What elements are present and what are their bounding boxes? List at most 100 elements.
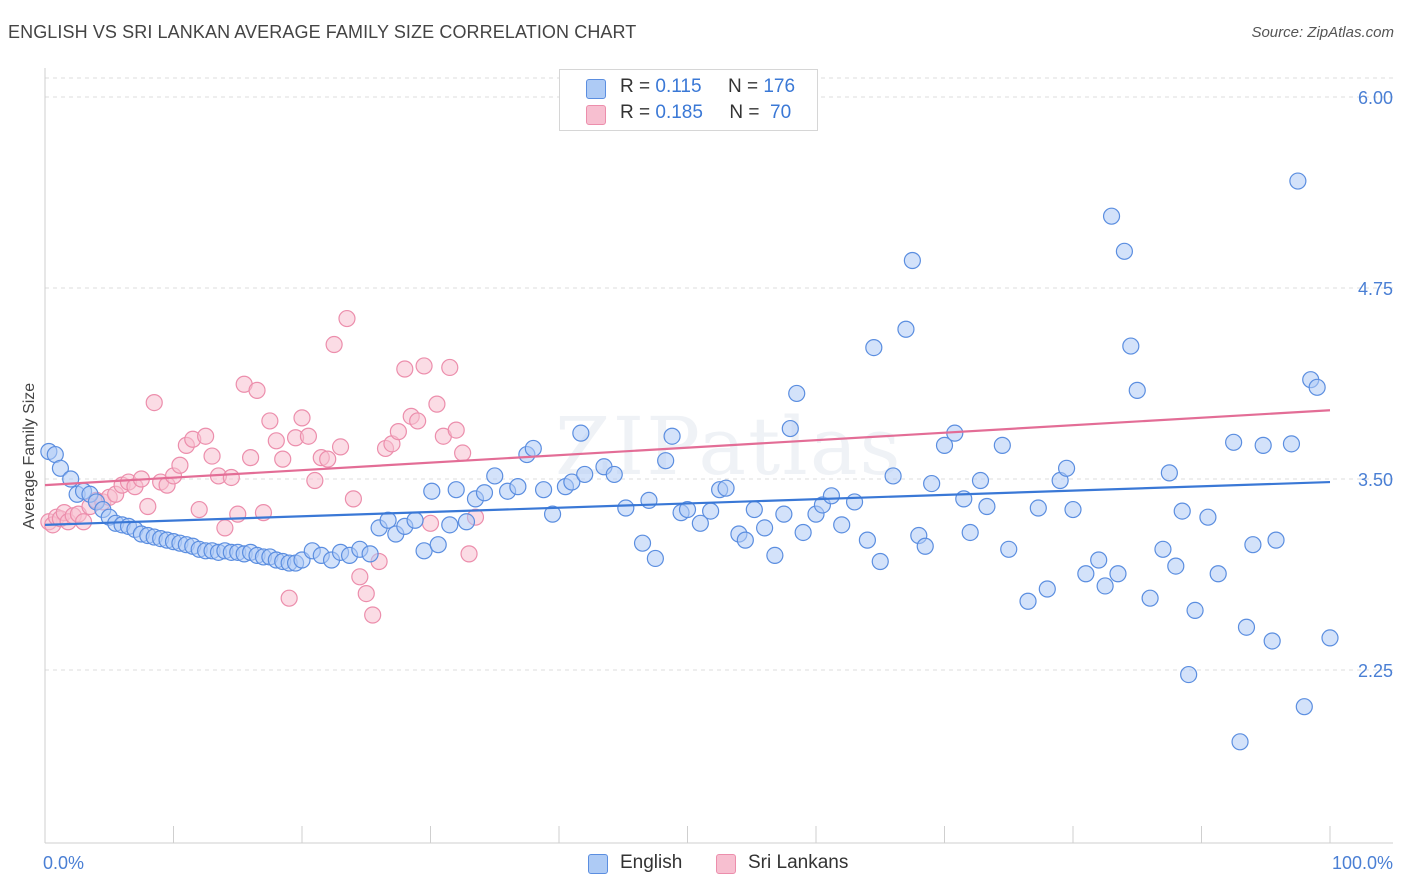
english-point [1186, 601, 1204, 620]
english-point [745, 500, 763, 519]
y-tick-label: 3.50 [1358, 470, 1393, 490]
sri-lankan-point [229, 505, 247, 523]
english-point [457, 513, 476, 531]
sri-lankan-points [40, 309, 485, 624]
english-point [1267, 531, 1285, 549]
y-tick-label: 6.00 [1358, 88, 1393, 108]
english-point [845, 493, 864, 511]
sri-lankan-point [242, 449, 260, 467]
english-point [884, 467, 902, 485]
english-point [475, 484, 494, 502]
sri-lankan-point [325, 335, 343, 354]
sri-lankans-swatch [716, 854, 736, 874]
english-point [916, 537, 934, 555]
english-point [447, 481, 465, 499]
sri-lankan-point [274, 450, 292, 468]
english-point [961, 523, 979, 542]
english-point [1237, 618, 1256, 636]
chart-title: ENGLISH VS SRI LANKAN AVERAGE FAMILY SIZ… [8, 22, 637, 42]
english-point [1096, 577, 1114, 595]
english-point [1064, 500, 1082, 519]
sri-lankan-point [280, 589, 298, 607]
sri-lankan-point [306, 471, 324, 490]
english-point [1090, 551, 1108, 569]
english-point [1173, 502, 1191, 520]
english-point [423, 482, 441, 500]
english-swatch [588, 854, 608, 874]
sri-lankan-point [351, 568, 369, 586]
english-point [833, 516, 851, 534]
english-point [678, 500, 697, 519]
source-label: Source: ZipAtlas.com [1251, 24, 1394, 41]
english-point [1254, 436, 1272, 454]
english-point [691, 514, 709, 532]
english-point [633, 534, 652, 552]
sri-lankan-point [331, 438, 350, 456]
english-point [1057, 459, 1076, 477]
sri-lankan-point [197, 427, 215, 445]
english-point [736, 531, 754, 549]
english-point [415, 542, 433, 560]
y-tick-label: 4.75 [1358, 279, 1393, 299]
sri-lankan-point [421, 514, 440, 532]
sri-lankan-point [441, 358, 459, 377]
sri-lankan-point [319, 450, 337, 468]
english-point [978, 497, 996, 516]
english-point [1295, 698, 1313, 716]
english-point [775, 505, 793, 523]
english-point [524, 439, 542, 458]
legend: R = 0.115 N = 176 R = 0.185 N = 70 [559, 69, 818, 131]
english-point [406, 511, 424, 529]
sri-lankan-point [145, 394, 163, 412]
english-point [1199, 508, 1217, 526]
english-point [1180, 665, 1198, 684]
x-tick-label: 100.0% [1332, 853, 1393, 873]
legend-n-label: N = [729, 102, 760, 123]
english-point [1282, 435, 1301, 453]
english-point [1231, 733, 1249, 751]
english-point [646, 549, 664, 568]
english-point [1209, 565, 1227, 583]
sri-lankan-point [171, 456, 189, 474]
sri-lankan-point [396, 360, 414, 378]
english-point [755, 519, 774, 537]
x-tick-labels: 0.0% 100.0% [43, 853, 1393, 873]
english-point [871, 552, 889, 571]
y-axis-label: Average Family Size [21, 383, 38, 530]
english-point [1225, 433, 1243, 451]
english-point [361, 545, 379, 563]
english-point [935, 436, 954, 454]
sri-lankan-point [357, 584, 375, 603]
english-point [865, 338, 883, 357]
sri-lankans-swatch [586, 105, 606, 125]
english-point [822, 487, 841, 505]
sri-lankan-trend-line [44, 409, 1331, 487]
sri-lankan-point [299, 427, 318, 445]
english-point [1000, 540, 1018, 558]
english-point [1263, 632, 1281, 650]
english-point [993, 436, 1011, 454]
english-point [717, 479, 735, 497]
sri-lankan-point [267, 432, 285, 450]
sri-lankan-point [454, 444, 472, 462]
y-tick-label: 2.25 [1358, 661, 1393, 681]
english-point [1289, 172, 1307, 190]
legend-r-value: 0.115 [655, 76, 702, 97]
english-point [781, 419, 799, 438]
legend-n-label: N = [727, 76, 759, 97]
english-point [794, 523, 812, 542]
english-point [617, 499, 635, 517]
english-point [1102, 207, 1121, 225]
english-point [1160, 464, 1178, 482]
sri-lankan-point [261, 412, 279, 430]
english-point [605, 465, 623, 484]
sri-lankan-point [222, 468, 240, 487]
sri-lankan-point [389, 423, 407, 441]
legend-n-value: 176 [763, 76, 796, 97]
english-point [663, 427, 681, 445]
english-point [1038, 580, 1056, 598]
sri-lankan-point [248, 381, 266, 399]
english-point [657, 452, 675, 470]
sri-lankan-point [364, 606, 382, 624]
